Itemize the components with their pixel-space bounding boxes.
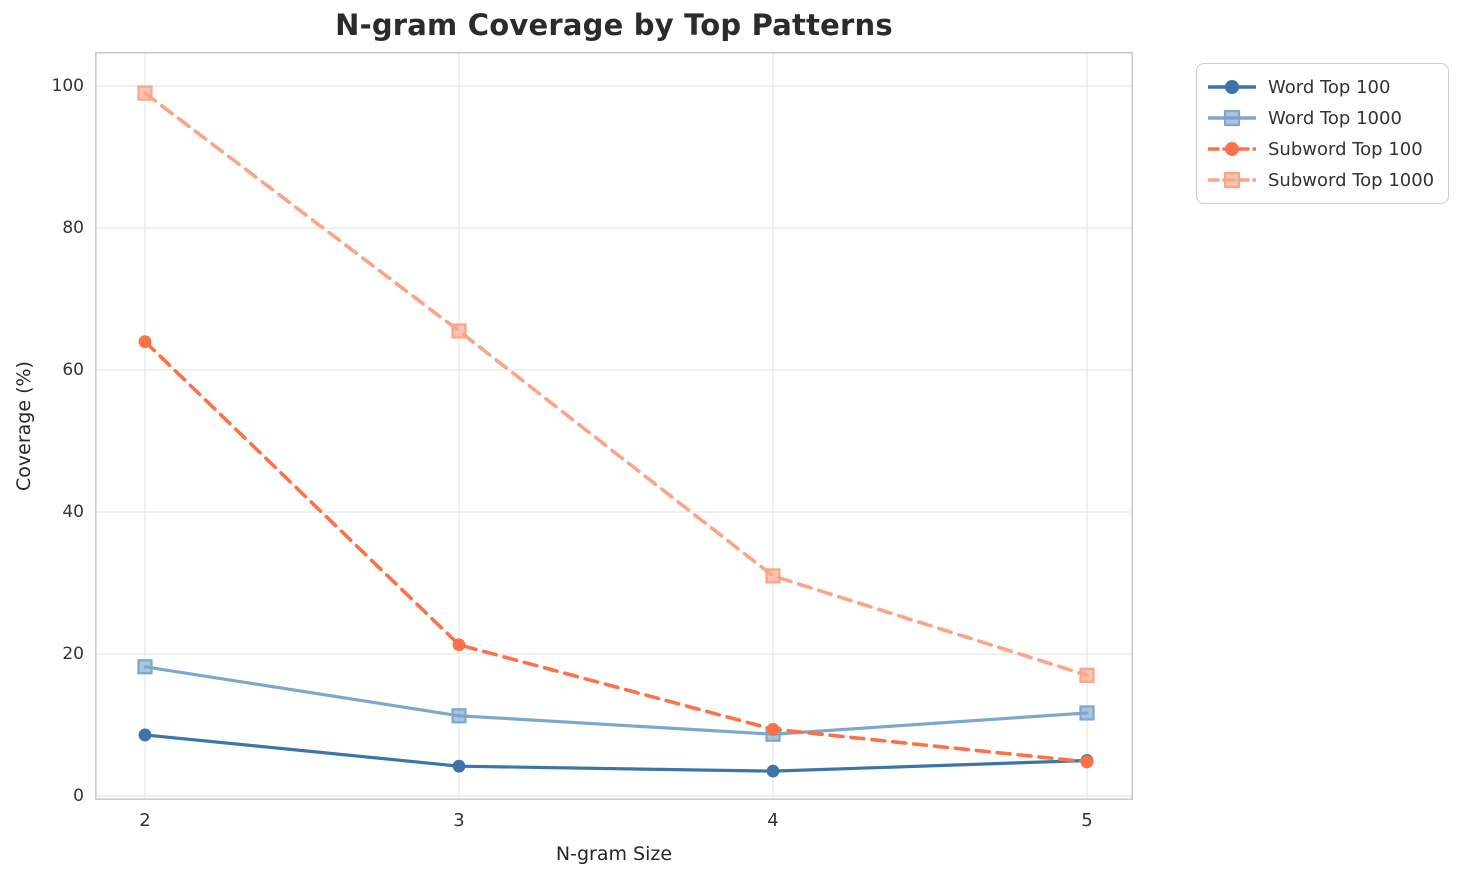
- series-line-subword-top-100: [143, 339, 1089, 764]
- data-point-subword-top-100: [766, 722, 780, 736]
- series-line-word-top-1000: [143, 665, 1089, 736]
- x-axis-label: N-gram Size: [555, 843, 673, 865]
- data-point-word-top-1000: [137, 659, 153, 675]
- x-tick-label: 3: [453, 810, 465, 831]
- data-point-word-top-100: [138, 728, 152, 742]
- x-tick-label: 4: [767, 810, 779, 831]
- plot-area: [95, 52, 1133, 800]
- y-tick-label: 0: [73, 786, 84, 806]
- legend: Word Top 100 Word Top 1000 Subword Top 100…: [1196, 63, 1450, 204]
- legend-line-sample: [1208, 80, 1256, 94]
- square-marker-icon: [1223, 109, 1241, 127]
- legend-label: Word Top 100: [1268, 76, 1391, 98]
- y-tick-label: 100: [51, 76, 84, 96]
- legend-item-word-top-100: Word Top 100: [1208, 73, 1434, 101]
- data-point-subword-top-100: [138, 335, 152, 348]
- legend-item-subword-top-100: Subword Top 100: [1208, 135, 1434, 163]
- data-point-word-top-100: [452, 759, 466, 773]
- x-tick-label: 5: [1081, 810, 1093, 831]
- square-marker-icon: [1223, 171, 1241, 189]
- y-tick-label: 40: [62, 502, 84, 522]
- legend-line-sample: [1208, 142, 1256, 156]
- series-line-subword-top-1000: [143, 91, 1089, 678]
- legend-label: Word Top 1000: [1268, 107, 1402, 129]
- y-tick-label: 60: [62, 360, 84, 380]
- data-point-subword-top-100: [452, 638, 466, 652]
- series-line-word-top-100: [143, 733, 1089, 773]
- y-tick-label: 20: [62, 644, 84, 664]
- legend-item-word-top-1000: Word Top 1000: [1208, 104, 1434, 132]
- legend-label: Subword Top 100: [1268, 138, 1423, 160]
- data-point-subword-top-1000: [765, 568, 781, 584]
- plot-border: [95, 52, 1133, 800]
- y-axis-label: Coverage (%): [13, 361, 35, 491]
- legend-line-sample: [1208, 109, 1256, 127]
- data-point-word-top-1000: [1079, 705, 1095, 721]
- x-tick-label: 2: [139, 810, 151, 831]
- chart-title: N-gram Coverage by Top Patterns: [335, 8, 893, 42]
- data-point-word-top-100: [766, 764, 780, 778]
- legend-item-subword-top-1000: Subword Top 1000: [1208, 166, 1434, 194]
- data-point-word-top-1000: [451, 708, 467, 724]
- legend-label: Subword Top 1000: [1268, 169, 1435, 191]
- data-point-subword-top-1000: [1079, 667, 1095, 683]
- circle-marker-icon: [1225, 142, 1239, 156]
- data-point-subword-top-100: [1080, 755, 1094, 769]
- y-tick-label: 80: [62, 218, 84, 238]
- circle-marker-icon: [1225, 80, 1239, 94]
- legend-line-sample: [1208, 171, 1256, 189]
- data-point-subword-top-1000: [451, 323, 467, 339]
- data-point-subword-top-1000: [137, 85, 153, 101]
